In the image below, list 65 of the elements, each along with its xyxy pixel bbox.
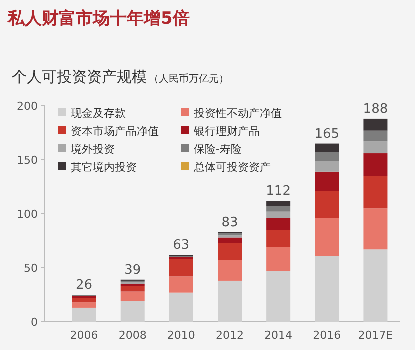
bar (266, 247, 291, 272)
x-tick-label: 2010 (167, 329, 196, 342)
y-axis-title: （人民币万亿元） (149, 73, 229, 85)
bar (218, 233, 242, 236)
total-label: 39 (124, 262, 142, 278)
total-label: 188 (363, 102, 388, 117)
total-label: 26 (76, 278, 93, 293)
bar (72, 308, 96, 322)
chart-title: 私人财富市场十年增5倍 (7, 9, 190, 29)
bar (169, 276, 194, 293)
bar (266, 230, 291, 248)
y-tick-label: 0 (31, 316, 38, 329)
bar (218, 280, 242, 322)
bar (364, 176, 388, 209)
legend-label: 总体可投资资产 (193, 161, 271, 174)
bar (169, 259, 194, 277)
bar (218, 243, 242, 260)
total-label: 165 (314, 126, 340, 142)
bar (364, 142, 388, 154)
x-tick-label: 2006 (70, 329, 98, 342)
bar (315, 161, 340, 172)
legend-label: 保险-寿险 (194, 143, 242, 156)
bar (364, 154, 388, 176)
legend-label: 资本市场产品净值 (71, 125, 159, 138)
bar (315, 256, 340, 322)
bar (315, 172, 340, 192)
bar (315, 191, 340, 218)
y-tick-label: 100 (17, 208, 38, 221)
bar (218, 238, 242, 244)
bar (364, 118, 388, 131)
legend-label: 投资性不动产净值 (193, 107, 282, 120)
legend-label: 现金及存款 (71, 107, 126, 120)
bar (364, 250, 388, 322)
x-tick-label: 2014 (264, 329, 293, 342)
bar (218, 260, 242, 281)
bar (315, 144, 340, 152)
bar (364, 208, 388, 250)
bar (266, 218, 291, 230)
legend-label: 境外投资 (70, 143, 115, 156)
legend-label: 其它境内投资 (71, 161, 137, 174)
y-tick-label: 200 (17, 100, 38, 113)
bar (120, 292, 145, 302)
bar (315, 152, 340, 162)
bar (120, 301, 145, 322)
bar (169, 292, 194, 322)
legend-label: 银行理财产品 (193, 125, 260, 138)
bar (266, 206, 291, 212)
total-label: 83 (222, 215, 238, 230)
bar (266, 212, 291, 218)
bar (120, 286, 145, 292)
x-tick-label: 2012 (216, 329, 244, 342)
bar (72, 298, 96, 303)
bar (315, 218, 340, 256)
x-tick-label: 2016 (313, 329, 342, 342)
y-tick-label: 150 (17, 154, 38, 167)
bar (364, 130, 388, 142)
bar (266, 201, 291, 206)
y-tick-label: 50 (24, 262, 38, 275)
x-tick-label: 2008 (118, 329, 147, 342)
x-tick-label: 2017E (358, 329, 394, 342)
total-label: 63 (173, 238, 190, 254)
total-label: 112 (266, 184, 291, 200)
bar (72, 302, 96, 308)
bar (266, 271, 291, 322)
chart-subtitle: 个人可投资资产规模 (12, 68, 147, 86)
